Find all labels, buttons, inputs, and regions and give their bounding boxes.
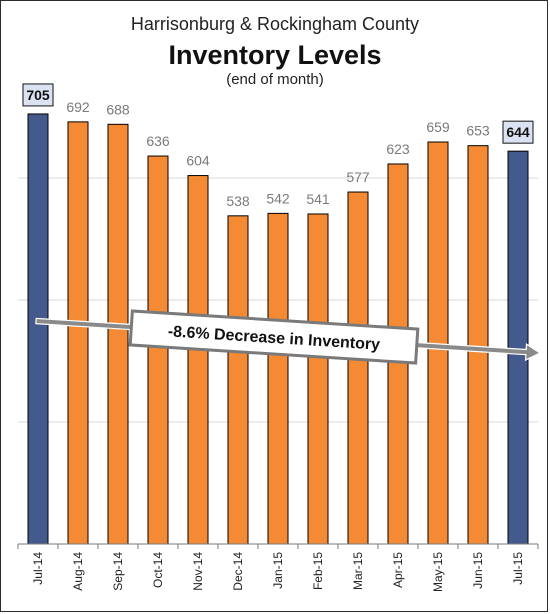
data-label: 541	[306, 191, 330, 207]
trend-annotation: -8.6% Decrease in Inventory	[35, 309, 542, 365]
bar	[67, 121, 89, 545]
data-label: 644	[506, 124, 530, 140]
data-label: 623	[386, 141, 410, 157]
trend-label: -8.6% Decrease in Inventory	[128, 309, 420, 365]
chart-title: Inventory Levels	[168, 40, 382, 70]
x-tick-labels: Jul-14 Aug-14 Sep-14 Oct-14 Nov-14 Dec-14 Jan-…	[31, 552, 525, 592]
data-label: 692	[66, 99, 90, 115]
bar	[27, 113, 49, 545]
data-label-box	[502, 120, 534, 144]
x-tick-label: Jul-14	[31, 552, 45, 585]
data-labels: 705 692 688 636 604 538 542 541 577 623 659 653 644	[22, 83, 534, 209]
bar	[147, 155, 169, 545]
x-tick-label: Dec-14	[231, 552, 245, 591]
data-label: 653	[466, 123, 490, 139]
x-tick-label: Feb-15	[311, 552, 325, 590]
x-tick-label: Nov-14	[191, 552, 205, 591]
bar	[227, 215, 249, 545]
data-label: 542	[266, 190, 290, 206]
data-label: 688	[106, 101, 130, 117]
bar	[307, 213, 329, 545]
x-tick-label: Jan-15	[271, 552, 285, 589]
data-label: 577	[346, 169, 370, 185]
data-label: 705	[26, 87, 50, 103]
chart-supertitle: Harrisonburg & Rockingham County	[130, 14, 420, 34]
x-tick-label: Apr-15	[391, 552, 405, 588]
x-tick-label: Oct-14	[151, 552, 165, 588]
trend-label-box	[128, 309, 420, 365]
x-tick-label: Jun-15	[471, 552, 485, 589]
data-label: 538	[226, 193, 250, 209]
chart-subtitle: (end of month)	[226, 71, 324, 88]
x-tick-label: May-15	[431, 552, 445, 592]
bar	[107, 123, 129, 545]
data-label: 659	[426, 119, 450, 135]
bar	[507, 150, 529, 545]
x-tick-label: Jul-15	[511, 552, 525, 585]
x-tick-label: Sep-14	[111, 552, 125, 591]
data-label: 604	[186, 153, 210, 169]
data-label: 636	[146, 133, 170, 149]
bar	[347, 191, 369, 545]
data-label-box	[22, 83, 54, 107]
x-tick-label: Aug-14	[71, 552, 85, 591]
x-tick-label: Mar-15	[351, 552, 365, 590]
x-axis	[17, 543, 539, 549]
bar	[467, 145, 489, 545]
bar	[267, 212, 289, 545]
bar	[187, 175, 209, 545]
